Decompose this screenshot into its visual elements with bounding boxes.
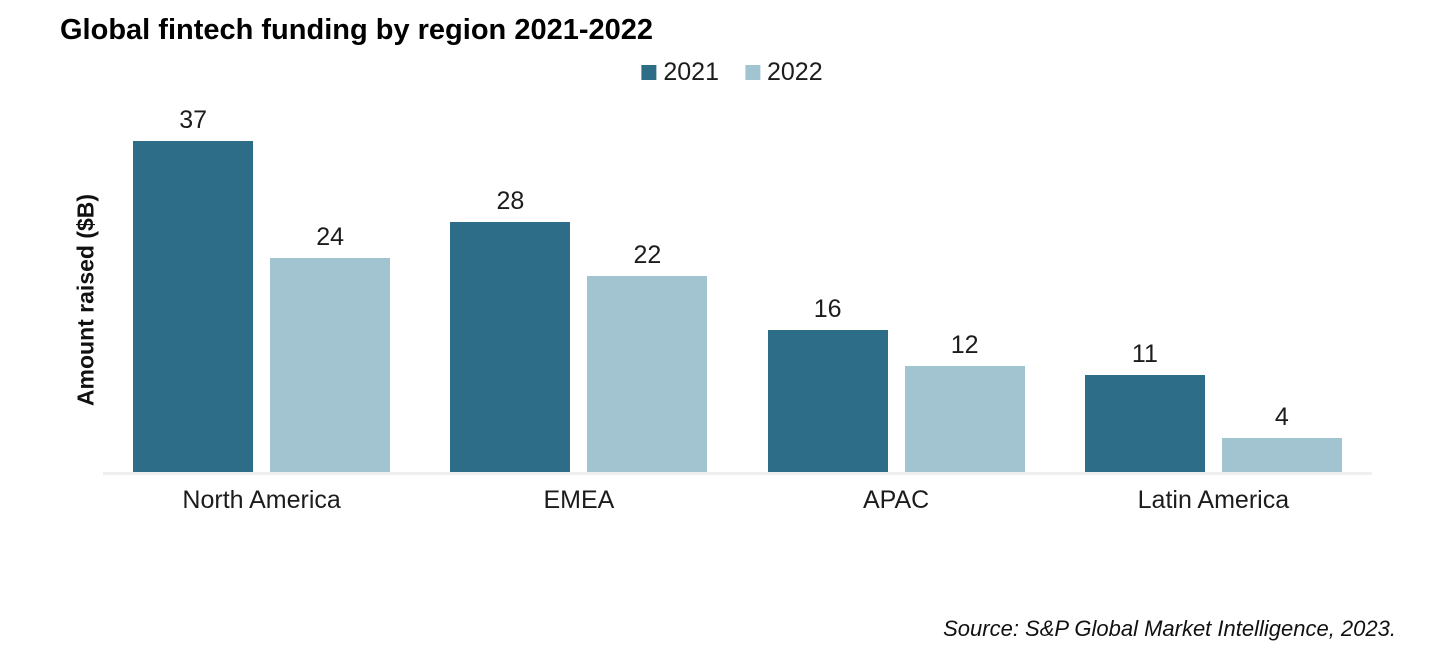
category-label-latin-america: Latin America [1137, 486, 1290, 514]
bar-2022-emea [587, 276, 708, 474]
legend-swatch-2022-icon [745, 65, 760, 80]
plot-area: 37 24 28 22 16 12 11 4 [103, 100, 1372, 474]
bar-col-2021-latin-america: 11 [1084, 339, 1205, 474]
bar-group-latin-america: 11 4 [1055, 100, 1372, 474]
bar-group-north-america: 37 24 [103, 100, 420, 474]
source-note: Source: S&P Global Market Intelligence, … [943, 616, 1396, 641]
chart-title: Global fintech funding by region 2021-20… [60, 14, 653, 46]
bar-2021-latin-america [1084, 375, 1205, 474]
legend-item-2021: 2021 [641, 60, 719, 85]
bar-col-2022-apac: 12 [904, 330, 1025, 474]
value-label-2022-apac: 12 [950, 330, 979, 359]
y-axis-label: Amount raised ($B) [72, 193, 99, 407]
bar-col-2021-north-america: 37 [133, 105, 254, 474]
legend-swatch-2021-icon [641, 65, 657, 80]
bar-col-2022-north-america: 24 [270, 222, 391, 474]
value-label-2021-emea: 28 [496, 186, 525, 215]
bar-2021-emea [450, 222, 571, 474]
bar-col-2021-emea: 28 [450, 186, 571, 474]
bar-2022-north-america [270, 258, 391, 474]
bar-group-emea: 28 22 [420, 100, 737, 474]
value-label-2022-north-america: 24 [316, 222, 345, 251]
chart-legend: 2021 2022 [641, 60, 823, 85]
bar-2022-latin-america [1221, 438, 1342, 474]
bar-2021-north-america [133, 141, 254, 474]
legend-item-2022: 2022 [745, 60, 823, 85]
category-label-apac: APAC [863, 486, 930, 514]
bar-col-2022-latin-america: 4 [1221, 402, 1342, 474]
bar-2022-apac [904, 366, 1025, 474]
category-label-emea: EMEA [543, 486, 615, 514]
bar-2021-apac [767, 330, 888, 474]
bar-col-2021-apac: 16 [767, 294, 888, 474]
bar-col-2022-emea: 22 [587, 240, 708, 474]
value-label-2022-latin-america: 4 [1274, 402, 1289, 431]
category-labels: North America EMEA APAC Latin America [103, 486, 1372, 515]
value-label-2021-latin-america: 11 [1131, 339, 1158, 368]
bar-groups: 37 24 28 22 16 12 11 4 [103, 100, 1372, 474]
value-label-2021-north-america: 37 [179, 105, 208, 134]
value-label-2021-apac: 16 [813, 294, 842, 323]
category-label-north-america: North America [182, 486, 341, 514]
legend-label-2022: 2022 [767, 58, 823, 86]
bar-group-apac: 16 12 [738, 100, 1055, 474]
legend-label-2021: 2021 [663, 58, 719, 86]
value-label-2022-emea: 22 [633, 240, 662, 269]
x-axis-line [103, 472, 1372, 475]
